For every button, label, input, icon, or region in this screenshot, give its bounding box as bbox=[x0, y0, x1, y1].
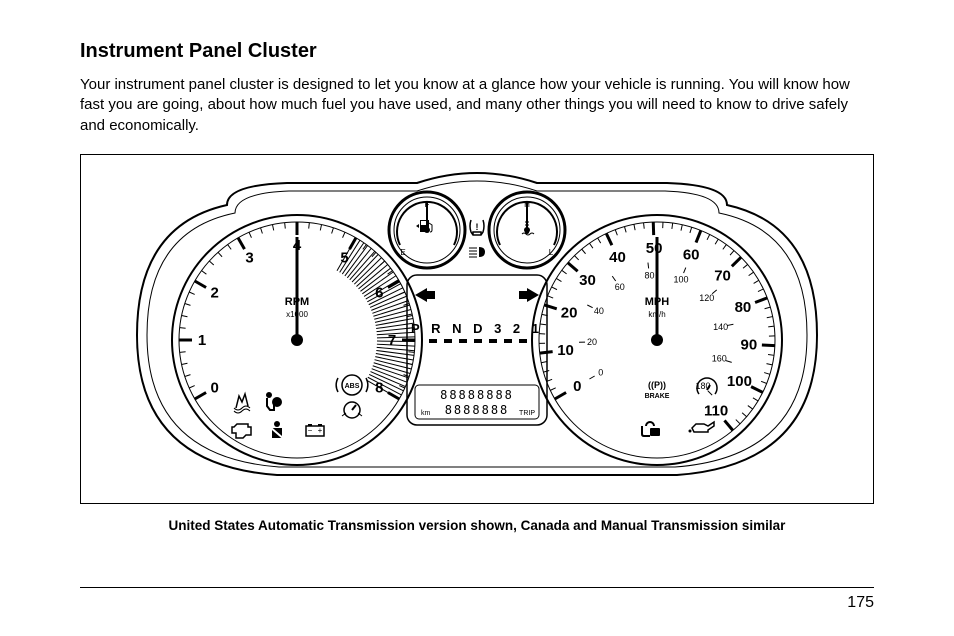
tach-tick: 3 bbox=[245, 249, 253, 266]
speed-kmh-tick: 0 bbox=[598, 367, 603, 377]
svg-text:BRAKE: BRAKE bbox=[645, 393, 670, 400]
svg-text:!: ! bbox=[476, 222, 479, 232]
figure-caption: United States Automatic Transmission ver… bbox=[80, 518, 874, 533]
svg-text:+: + bbox=[318, 426, 323, 435]
page-footer: 175 bbox=[80, 587, 874, 612]
odo-unit-right: TRIP bbox=[519, 410, 535, 417]
page-title: Instrument Panel Cluster bbox=[80, 40, 874, 63]
speed-mph-tick: 50 bbox=[646, 240, 663, 257]
speed-mph-tick: 40 bbox=[609, 249, 626, 266]
speed-mph-tick: 110 bbox=[704, 402, 728, 419]
speed-mph-tick: 70 bbox=[714, 267, 731, 284]
battery-icon: −+ bbox=[306, 424, 324, 436]
speed-kmh-tick: 100 bbox=[673, 274, 688, 284]
speed-mph-tick: 10 bbox=[557, 342, 574, 359]
abs-icon: ABS bbox=[336, 375, 367, 395]
figure-frame: 012345678 RPM x1000 ABS−+ 01020304050607… bbox=[80, 154, 874, 504]
arrow-left-icon bbox=[415, 288, 435, 302]
odometer-digits: 88888888 bbox=[440, 388, 514, 402]
tach-tick: 2 bbox=[211, 284, 219, 301]
airbag-icon bbox=[266, 392, 282, 410]
oil-icon bbox=[689, 422, 715, 433]
page-number: 175 bbox=[847, 594, 874, 611]
speed-mph-tick: 20 bbox=[561, 304, 578, 321]
speed-kmh-tick: 60 bbox=[615, 282, 625, 292]
speed-mph-tick: 90 bbox=[741, 336, 758, 353]
speed-kmh-tick: 20 bbox=[587, 337, 597, 347]
tach-tick: 7 bbox=[388, 332, 396, 349]
parking-brake-icon: ((P)) BRAKE bbox=[645, 380, 670, 400]
fuel-gauge: F E bbox=[389, 192, 465, 268]
cruise-icon bbox=[342, 402, 362, 418]
speed-mph-tick: 30 bbox=[579, 272, 596, 289]
speed-kmh-tick: 160 bbox=[712, 353, 727, 363]
temp-gauge: H L bbox=[489, 192, 565, 268]
tire-pressure-icon: ! bbox=[470, 220, 484, 235]
svg-text:−: − bbox=[308, 426, 313, 435]
speed-kmh-tick: 80 bbox=[644, 270, 654, 280]
temp-low-label: L bbox=[549, 248, 554, 257]
speed-kmh-tick: 120 bbox=[699, 293, 714, 303]
tach-tick: 1 bbox=[198, 332, 206, 349]
center-display: P R N D 3 2 1 88888888 8888888 km TRIP bbox=[407, 275, 547, 425]
intro-text: Your instrument panel cluster is designe… bbox=[80, 75, 874, 136]
speed-mph-tick: 80 bbox=[735, 299, 752, 316]
arrow-right-icon bbox=[519, 288, 539, 302]
trip-digits: 8888888 bbox=[445, 403, 510, 417]
speed-kmh-tick: 40 bbox=[594, 306, 604, 316]
speed-kmh-tick: 140 bbox=[713, 322, 728, 332]
fuel-empty-label: E bbox=[400, 248, 405, 257]
svg-text:((P)): ((P)) bbox=[648, 380, 666, 390]
security-lock-icon bbox=[642, 422, 660, 436]
instrument-cluster: 012345678 RPM x1000 ABS−+ 01020304050607… bbox=[117, 165, 837, 495]
speedometer: 0102030405060708090100110 02040608010012… bbox=[532, 215, 782, 465]
svg-text:ABS: ABS bbox=[345, 383, 360, 390]
seatbelt-icon bbox=[270, 421, 284, 439]
speed-mph-tick: 60 bbox=[683, 246, 700, 263]
traction-control-icon bbox=[234, 394, 250, 413]
odo-unit-left: km bbox=[421, 410, 431, 417]
highbeam-icon bbox=[469, 247, 485, 257]
tach-tick: 0 bbox=[211, 379, 219, 396]
speed-mph-tick: 0 bbox=[573, 378, 581, 395]
check-engine-icon bbox=[232, 424, 251, 438]
gear-indicator: P R N D 3 2 1 bbox=[411, 321, 543, 336]
tachometer: 012345678 RPM x1000 ABS−+ bbox=[172, 215, 422, 465]
speed-mph-tick: 100 bbox=[727, 373, 752, 390]
